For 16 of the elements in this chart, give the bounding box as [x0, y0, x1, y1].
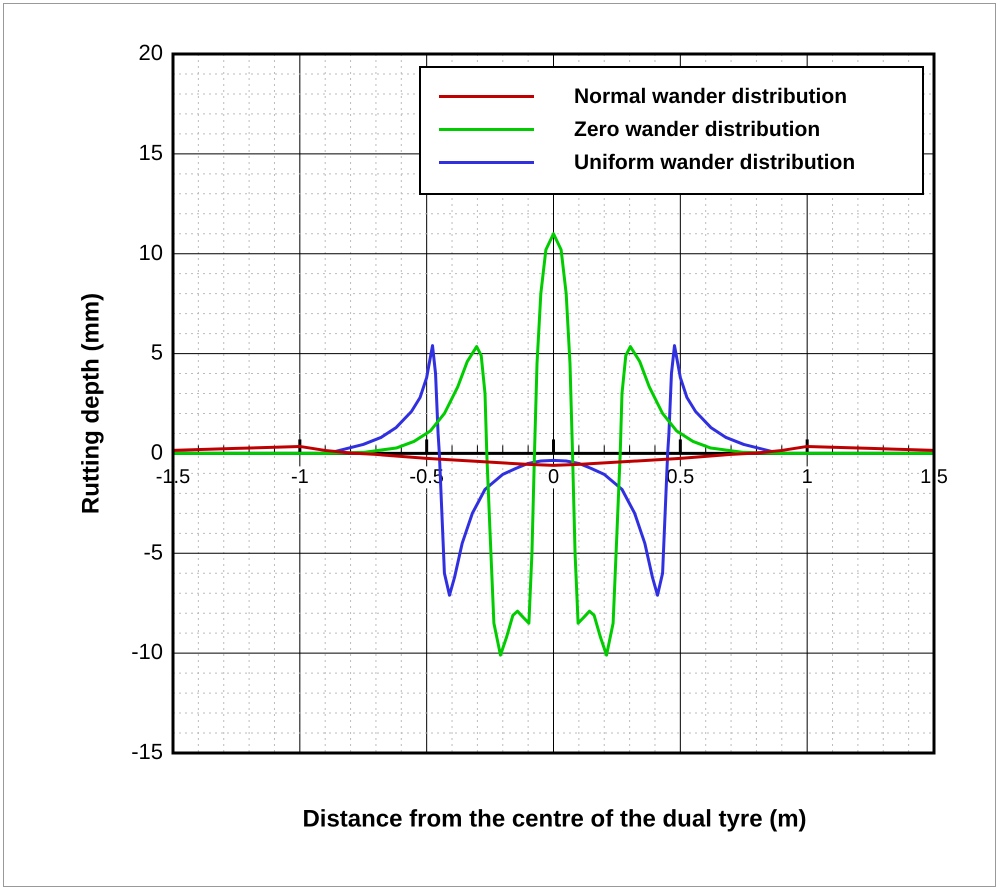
y-tick-label: -15 [131, 739, 163, 764]
x-tick-label: 0 [548, 466, 560, 488]
x-tick-label: 1 [802, 466, 813, 488]
legend-label: Uniform wander distribution [574, 150, 856, 174]
legend-label: Normal wander distribution [574, 84, 848, 108]
y-tick-label: 15 [138, 140, 163, 165]
y-tick-label: 20 [138, 40, 163, 66]
x-tick-label: -1 [290, 466, 309, 488]
legend-label: Zero wander distribution [574, 118, 820, 142]
x-axis-title: Distance from the centre of the dual tyre (m) [302, 806, 807, 833]
y-tick-label: -10 [131, 639, 163, 664]
y-tick-label: 5 [150, 340, 163, 365]
y-tick-label: 10 [138, 240, 163, 265]
y-tick-label: 0 [150, 439, 163, 464]
y-axis-title: Rutting depth (mm) [78, 292, 105, 514]
y-tick-label: -5 [143, 539, 163, 564]
